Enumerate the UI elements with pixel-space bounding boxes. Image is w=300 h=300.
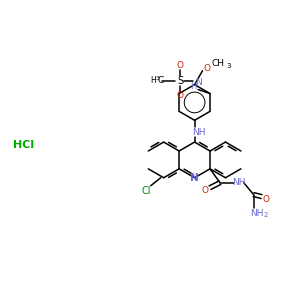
Text: 3: 3 <box>155 76 160 81</box>
Text: HCl: HCl <box>13 140 34 150</box>
Text: N: N <box>190 173 199 183</box>
Text: O: O <box>263 195 270 204</box>
Text: O: O <box>202 186 208 195</box>
Text: Cl: Cl <box>141 186 151 196</box>
Text: NH: NH <box>250 209 263 218</box>
Text: O: O <box>177 91 184 100</box>
Text: S: S <box>177 76 183 85</box>
Text: 2: 2 <box>263 212 268 218</box>
Text: O: O <box>204 64 211 73</box>
Text: O: O <box>177 61 184 70</box>
Text: NH: NH <box>232 178 245 187</box>
Text: N: N <box>195 78 202 87</box>
Text: CH: CH <box>212 59 225 68</box>
Text: NH: NH <box>192 128 205 137</box>
Text: H: H <box>151 76 156 85</box>
Text: H: H <box>190 82 196 91</box>
Text: C: C <box>158 76 164 85</box>
Text: 3: 3 <box>226 63 230 69</box>
